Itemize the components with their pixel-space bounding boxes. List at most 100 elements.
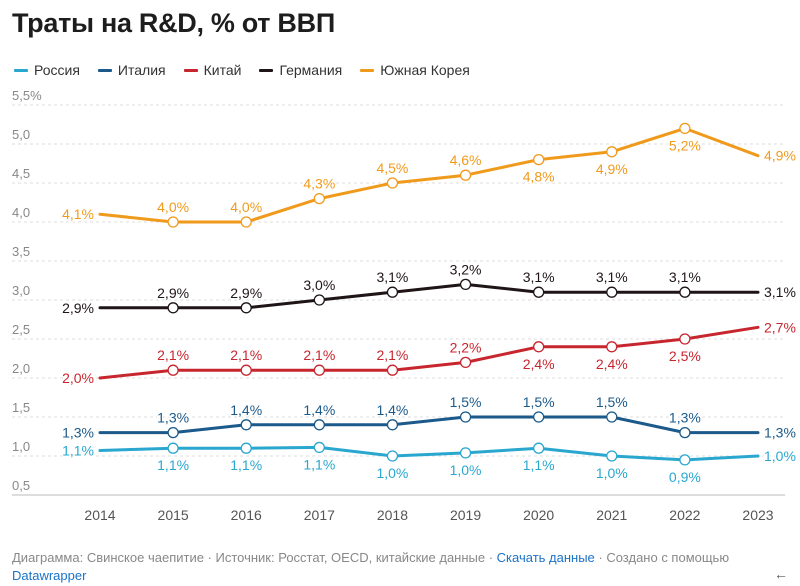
y-tick-label: 3,0 (12, 283, 30, 298)
legend-label: Южная Корея (380, 62, 470, 78)
data-label: 2,1% (230, 347, 262, 363)
data-point (313, 294, 325, 306)
data-point (533, 153, 545, 166)
datawrapper-link[interactable]: Datawrapper (12, 568, 87, 583)
y-tick-label: 5,5% (12, 88, 42, 103)
data-label: 1,0% (764, 448, 796, 464)
data-label: 4,9% (596, 161, 628, 177)
data-label: 2,9% (230, 285, 262, 301)
y-tick-label: 3,5 (12, 244, 30, 259)
data-label: 1,1% (523, 457, 555, 473)
data-label: 3,1% (669, 269, 701, 285)
legend-item: Россия (14, 62, 80, 78)
data-label: 2,9% (62, 300, 94, 316)
data-label: 5,2% (669, 137, 701, 153)
x-tick-label: 2018 (377, 507, 408, 523)
legend-label: Германия (279, 62, 343, 78)
data-point (167, 216, 179, 228)
data-label: 3,1% (596, 269, 628, 285)
data-label: 3,1% (764, 284, 796, 300)
x-tick-label: 2019 (450, 507, 481, 523)
data-point (679, 122, 691, 135)
data-point (606, 146, 618, 158)
x-tick-label: 2021 (596, 507, 627, 523)
legend-swatch (97, 68, 112, 72)
data-label: 4,0% (157, 199, 189, 215)
x-tick-label: 2014 (84, 507, 115, 523)
legend-swatch (14, 68, 28, 72)
footer-created-with: · Создано с помощью (594, 550, 730, 565)
data-point (167, 302, 179, 314)
data-label: 3,0% (303, 277, 335, 293)
y-tick-label: 1,0 (12, 439, 30, 454)
data-point (386, 286, 399, 298)
data-point (533, 411, 545, 423)
data-label: 3,2% (450, 261, 482, 277)
data-point (606, 286, 618, 298)
data-label: 2,1% (303, 347, 335, 363)
data-label: 1,4% (376, 402, 408, 418)
legend-label: Китай (203, 62, 242, 78)
data-point (606, 341, 618, 353)
data-point (386, 364, 399, 376)
data-label: 4,0% (230, 199, 262, 215)
y-tick-label: 2,0 (12, 361, 30, 376)
legend: Россия Италия Китай Германия Южная Корея (14, 62, 470, 78)
data-point (606, 450, 618, 462)
data-point (459, 411, 472, 423)
legend-label: Россия (34, 62, 80, 78)
data-point (167, 426, 179, 439)
data-point (606, 411, 618, 423)
data-label: 4,5% (376, 160, 408, 176)
data-point (679, 454, 691, 466)
data-label: 1,1% (157, 457, 189, 473)
arrow-left-icon[interactable]: ← (774, 566, 788, 582)
data-label: 2,7% (764, 319, 796, 335)
series-line (98, 282, 760, 310)
y-tick-label: 4,0 (12, 205, 30, 220)
series-line (98, 445, 760, 462)
data-label: 2,2% (450, 339, 482, 355)
data-label: 2,0% (62, 370, 94, 386)
data-point (240, 442, 252, 454)
footer: Диаграмма: Свинское чаепитие · Источник:… (12, 549, 782, 585)
data-point (386, 419, 399, 431)
data-point (313, 192, 325, 205)
data-label: 1,0% (450, 462, 482, 478)
chart-title: Траты на R&D, % от ВВП (12, 8, 335, 38)
data-label: 1,3% (62, 425, 94, 441)
x-tick-label: 2015 (158, 507, 189, 523)
data-label: 1,5% (450, 394, 482, 410)
data-label: 1,3% (764, 425, 796, 441)
series-line (98, 415, 760, 435)
data-label: 4,1% (62, 206, 94, 222)
download-data-link[interactable]: Скачать данные (496, 550, 595, 565)
data-label: 2,4% (596, 356, 628, 372)
data-point (459, 169, 472, 181)
data-label: 2,1% (157, 347, 189, 363)
legend-item: Южная Корея (360, 62, 470, 78)
data-label: 2,4% (523, 356, 555, 372)
data-point (313, 364, 325, 376)
data-label: 1,1% (62, 443, 94, 459)
data-label: 2,9% (157, 285, 189, 301)
data-point (459, 447, 472, 459)
x-tick-label: 2017 (304, 507, 335, 523)
series-line (98, 126, 760, 224)
y-tick-label: 2,5 (12, 322, 30, 337)
data-label: 1,4% (230, 402, 262, 418)
data-point (533, 341, 545, 353)
data-point (459, 278, 472, 291)
data-point (240, 419, 252, 431)
legend-item: Италия (97, 62, 166, 78)
x-tick-label: 2022 (669, 507, 700, 523)
data-point (313, 441, 325, 454)
data-point (679, 426, 691, 439)
data-label: 3,1% (523, 269, 555, 285)
x-tick-label: 2023 (742, 507, 773, 523)
data-point (679, 286, 691, 298)
data-label: 1,5% (523, 394, 555, 410)
data-point (679, 333, 691, 345)
data-label: 1,5% (596, 394, 628, 410)
data-label: 1,0% (376, 465, 408, 481)
